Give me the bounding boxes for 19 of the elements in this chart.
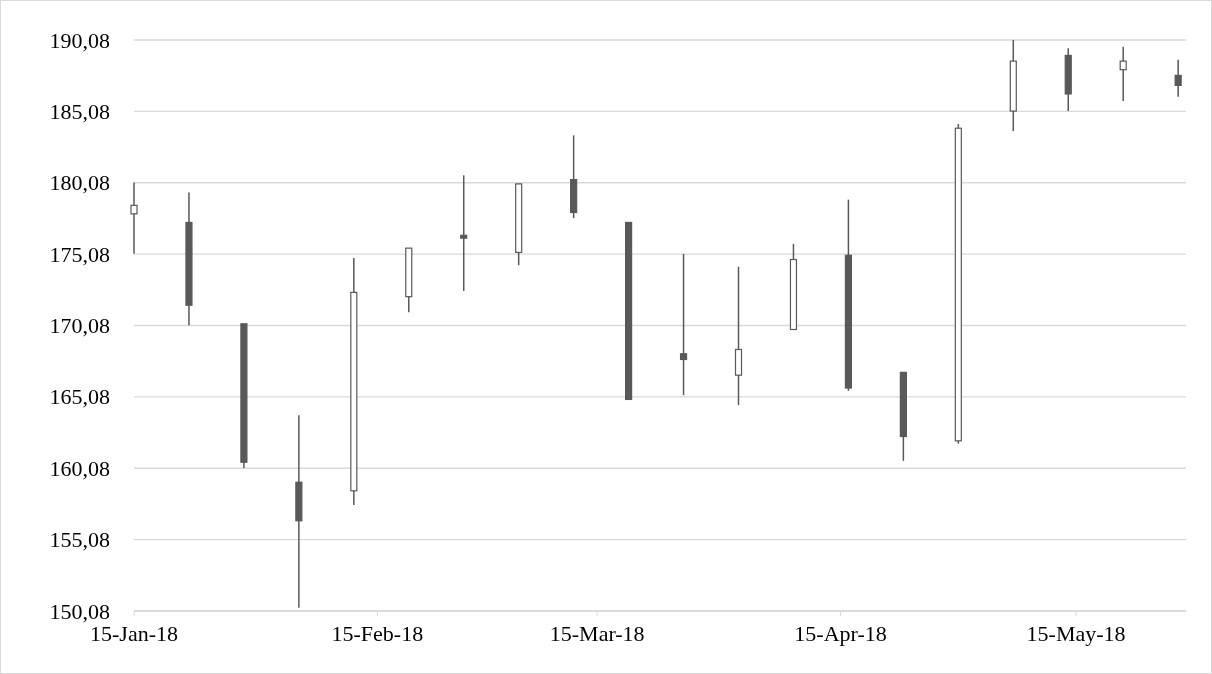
x-tick-label: 15-Apr-18	[794, 621, 887, 646]
y-tick-label: 155,08	[49, 527, 110, 553]
x-tick-label: 15-Jan-18	[90, 621, 178, 646]
x-tick-label: 15-May-18	[1026, 621, 1126, 646]
y-tick-label: 185,08	[49, 98, 110, 124]
candlestick	[460, 174, 468, 292]
candlestick	[1119, 46, 1127, 102]
y-tick-label: 160,08	[49, 455, 110, 481]
x-tick-label: 15-Feb-18	[331, 621, 424, 646]
y-tick-label: 180,08	[49, 170, 110, 196]
candlestick	[679, 253, 688, 396]
y-tick-label: 150,08	[49, 598, 110, 624]
x-tick-label: 15-Mar-18	[549, 621, 645, 646]
candlestick	[1174, 58, 1182, 98]
y-tick-label: 175,08	[49, 241, 110, 267]
candlestick	[130, 181, 138, 255]
y-tick-label: 165,08	[49, 384, 110, 410]
y-tick-label: 190,08	[49, 27, 110, 53]
y-tick-label: 170,08	[49, 313, 110, 338]
